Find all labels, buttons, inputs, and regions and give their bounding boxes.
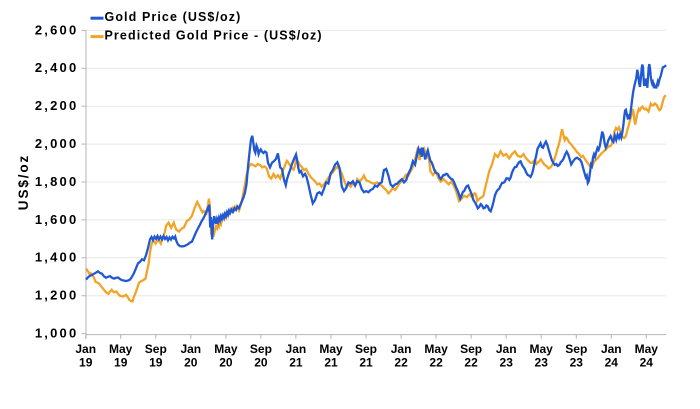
svg-text:2,400: 2,400 [35, 60, 79, 75]
svg-text:Jan: Jan [180, 342, 201, 356]
svg-text:1,400: 1,400 [35, 250, 79, 265]
svg-text:Jan: Jan [391, 342, 412, 356]
svg-text:Jan: Jan [75, 342, 96, 356]
svg-text:23: 23 [570, 356, 584, 370]
svg-text:22: 22 [394, 356, 408, 370]
svg-text:19: 19 [79, 356, 93, 370]
svg-text:Sep: Sep [565, 342, 587, 356]
svg-text:19: 19 [114, 356, 128, 370]
svg-text:Sep: Sep [145, 342, 167, 356]
svg-text:19: 19 [149, 356, 163, 370]
svg-text:23: 23 [500, 356, 514, 370]
svg-text:Predicted Gold Price - (US$/oz: Predicted Gold Price - (US$/oz) [105, 28, 323, 42]
svg-text:1,200: 1,200 [35, 288, 79, 303]
svg-text:22: 22 [429, 356, 443, 370]
svg-text:Jan: Jan [286, 342, 307, 356]
svg-text:2,600: 2,600 [35, 22, 79, 37]
svg-text:22: 22 [464, 356, 478, 370]
svg-text:May: May [530, 342, 554, 356]
svg-text:20: 20 [184, 356, 198, 370]
svg-text:Sep: Sep [250, 342, 272, 356]
svg-text:24: 24 [640, 356, 654, 370]
svg-text:May: May [635, 342, 659, 356]
svg-text:23: 23 [535, 356, 549, 370]
svg-text:21: 21 [359, 356, 373, 370]
svg-text:Sep: Sep [355, 342, 377, 356]
svg-text:May: May [214, 342, 238, 356]
svg-text:Jan: Jan [496, 342, 517, 356]
svg-text:20: 20 [254, 356, 268, 370]
svg-text:1,800: 1,800 [35, 174, 79, 189]
svg-text:May: May [109, 342, 133, 356]
svg-text:May: May [319, 342, 343, 356]
svg-text:1,000: 1,000 [35, 326, 79, 341]
svg-text:US$/oz: US$/oz [16, 154, 31, 210]
svg-text:Jan: Jan [601, 342, 622, 356]
svg-text:May: May [424, 342, 448, 356]
svg-text:20: 20 [219, 356, 233, 370]
svg-text:Gold Price (US$/oz): Gold Price (US$/oz) [105, 10, 242, 24]
svg-text:24: 24 [605, 356, 619, 370]
svg-text:2,000: 2,000 [35, 136, 79, 151]
svg-text:21: 21 [289, 356, 303, 370]
svg-text:2,200: 2,200 [35, 98, 79, 113]
svg-text:21: 21 [324, 356, 338, 370]
svg-text:Sep: Sep [460, 342, 482, 356]
svg-text:1,600: 1,600 [35, 212, 79, 227]
